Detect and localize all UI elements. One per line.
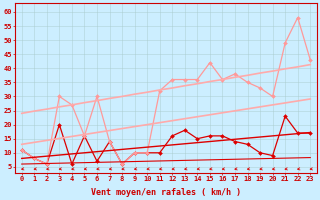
X-axis label: Vent moyen/en rafales ( km/h ): Vent moyen/en rafales ( km/h ) [91,188,241,197]
